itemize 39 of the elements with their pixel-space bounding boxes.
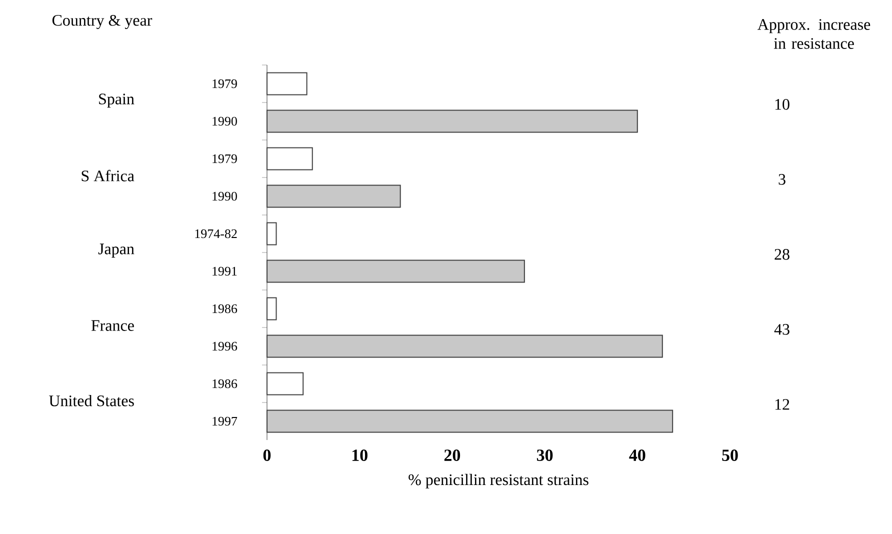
y-tick-label: 1997 <box>212 416 238 426</box>
y-tick-label: 1986 <box>212 304 238 314</box>
y-tick-label: 1991 <box>212 266 237 276</box>
bar <box>266 184 401 208</box>
text: 43 <box>774 324 790 335</box>
bar <box>266 334 663 358</box>
text: France <box>91 320 134 331</box>
x-axis-title: % penicillin resistant strains <box>408 474 588 488</box>
bar <box>266 147 313 170</box>
y-tick-label: 1979 <box>212 154 237 164</box>
x-tick-label: 10 <box>352 450 368 462</box>
text: United States <box>49 394 134 406</box>
bar <box>266 372 304 396</box>
y-tick-label: 1996 <box>212 342 238 351</box>
bar <box>266 72 308 96</box>
y-tick-label: 1990 <box>212 116 237 126</box>
x-tick-label: 0 <box>263 450 271 462</box>
text: Japan <box>98 244 134 258</box>
text: 10 <box>775 98 790 110</box>
bar <box>266 410 674 433</box>
bar <box>266 110 638 133</box>
y-tick-label: 1990 <box>212 192 237 201</box>
text: 28 <box>774 248 790 260</box>
x-tick-label: 30 <box>536 450 553 462</box>
x-tick-label: 40 <box>629 450 646 462</box>
x-tick-label: 50 <box>722 450 738 462</box>
bar <box>266 260 525 283</box>
y-tick-label: 1974-82 <box>195 229 237 238</box>
text: 12 <box>775 399 790 410</box>
y-tick-label: 1979 <box>212 79 237 88</box>
bar <box>266 297 277 320</box>
y-axis-title: Country & year <box>52 14 152 30</box>
text: 3 <box>778 174 786 185</box>
text: S Africa <box>82 170 134 182</box>
text: Spain <box>99 94 134 108</box>
bar <box>266 222 277 246</box>
y-tick-label: 1986 <box>212 379 238 388</box>
x-tick-label: 20 <box>444 450 460 462</box>
text: Approx. increase in resistance <box>758 19 870 49</box>
